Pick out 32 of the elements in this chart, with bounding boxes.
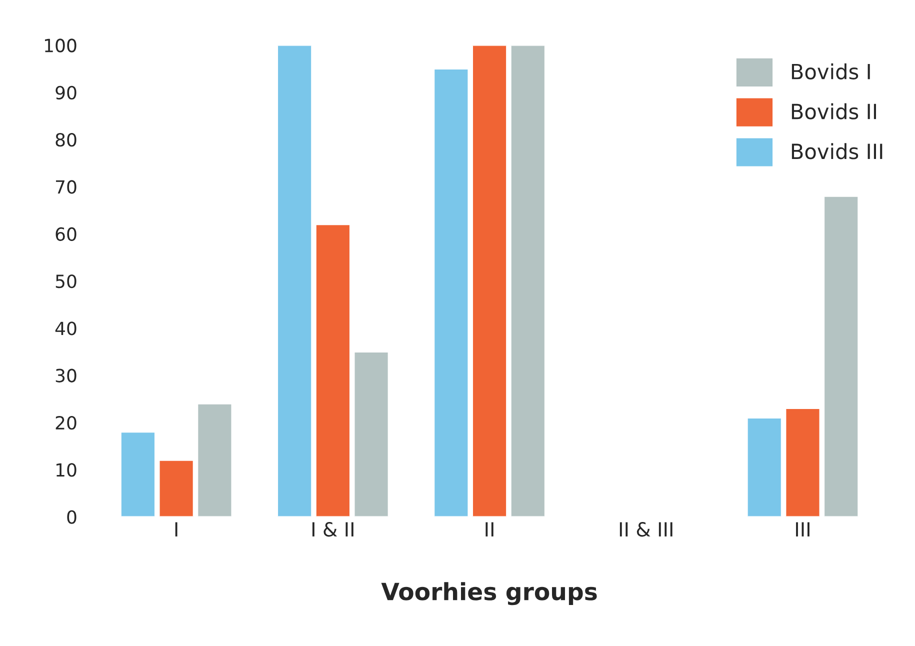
bar	[158, 460, 194, 517]
bar	[196, 402, 233, 517]
bar	[746, 417, 782, 517]
bar	[120, 431, 156, 517]
y-tick-label: 90	[56, 86, 76, 100]
y-tick-label: 60	[56, 227, 76, 241]
legend-label: Bovids III	[792, 143, 882, 160]
x-tick-label: II & III	[620, 522, 672, 537]
y-tick-label: 20	[56, 416, 76, 430]
bar	[472, 45, 508, 517]
bar	[433, 68, 470, 517]
x-tick-label: III	[796, 522, 810, 536]
y-tick-label: 70	[56, 180, 76, 194]
bar	[510, 45, 546, 517]
legend-label: Bovids II	[792, 103, 876, 120]
y-tick-label: 0	[67, 510, 76, 524]
bar	[315, 224, 351, 517]
y-tick-label: 40	[55, 322, 76, 336]
bar	[784, 408, 821, 517]
bar	[276, 45, 312, 517]
bar	[353, 351, 390, 517]
y-tick-label: 10	[56, 463, 76, 477]
y-tick-label: 50	[56, 274, 76, 288]
y-tick-label: 30	[56, 368, 76, 382]
y-tick-label: 100	[45, 38, 76, 52]
x-tick-label: I	[175, 522, 178, 536]
y-tick-label: 80	[56, 132, 76, 147]
x-tick-label: I & II	[312, 522, 354, 537]
bar	[823, 195, 860, 517]
x-axis-title: Voorhies groups	[381, 582, 597, 606]
x-tick-label: II	[486, 522, 494, 536]
legend-label: Bovids I	[792, 63, 870, 80]
